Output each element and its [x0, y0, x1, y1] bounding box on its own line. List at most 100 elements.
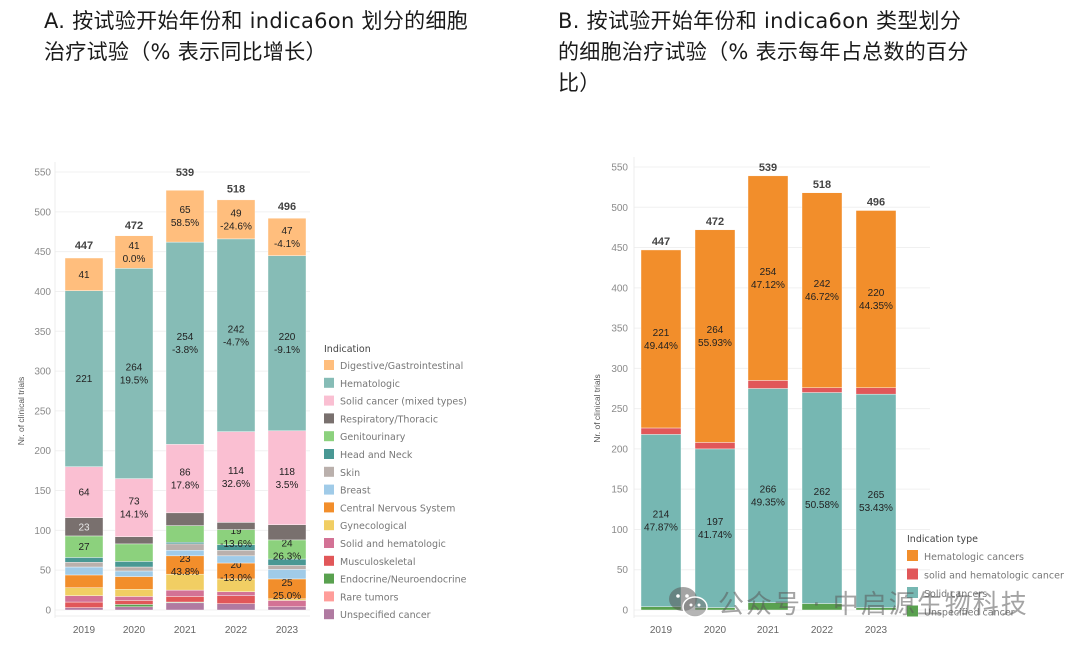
data-label: 47	[281, 226, 293, 237]
bar-segment	[64, 557, 104, 563]
chart-a-title: A. 按试验开始年份和 indica6on 划分的细胞治疗试验（% 表示同比增长…	[44, 9, 469, 64]
chart-b: 0 50 100 150 200 250 300 350 400 450 500 550 Nr. of …	[592, 157, 1064, 636]
bar-segment	[747, 380, 789, 389]
x-tick-label: 2021	[757, 625, 780, 636]
bar-segment	[801, 192, 843, 388]
total-label: 496	[867, 196, 885, 208]
bar-segment	[216, 522, 256, 530]
bar-segment	[216, 595, 256, 604]
y-tick-label: 500	[34, 207, 51, 218]
bar-segment	[267, 606, 307, 611]
bar-segment	[165, 525, 205, 543]
data-label: 58.5%	[171, 218, 199, 229]
legend-item: Central Nervous System	[340, 503, 455, 514]
y-tick-label: 50	[40, 566, 52, 577]
y-tick-label: 250	[611, 404, 628, 415]
legend-swatch	[907, 568, 918, 580]
bar-segment	[694, 229, 736, 443]
bar-segment	[165, 596, 205, 603]
total-label: 472	[706, 216, 724, 228]
data-label: 118	[279, 467, 295, 478]
data-label: 41.74%	[698, 530, 732, 541]
bar-segment	[640, 249, 682, 429]
y-tick-label: 200	[34, 446, 51, 457]
data-label: 221	[76, 374, 93, 385]
watermark-text: 公众号 · 中启源生物科技	[718, 590, 1029, 620]
bar-segment	[114, 589, 154, 597]
legend-item: Solid and hematologic	[340, 539, 446, 550]
data-label: 19	[230, 526, 242, 537]
data-label: 221	[653, 328, 670, 339]
bar-segment	[747, 388, 789, 603]
data-label: 19.5%	[120, 375, 148, 386]
data-label: 266	[760, 485, 777, 496]
y-tick-label: 50	[617, 565, 629, 576]
total-label: 472	[125, 220, 143, 232]
data-label: 49.35%	[751, 498, 785, 509]
bar-segment	[747, 175, 789, 381]
legend-swatch	[324, 520, 334, 531]
x-tick-label: 2022	[811, 625, 834, 636]
total-label: 496	[278, 201, 296, 213]
x-tick-label: 2020	[704, 625, 727, 636]
legend-item: Gynecological	[340, 521, 407, 532]
bar-segment	[114, 235, 154, 269]
bar-segment	[267, 569, 307, 580]
data-label: -13.6%	[220, 539, 252, 550]
bar-segment	[855, 210, 897, 388]
bar-segment	[114, 604, 154, 608]
legend-swatch	[324, 484, 334, 495]
data-label: 24	[281, 538, 293, 549]
y-tick-label: 400	[611, 283, 628, 294]
bar-segment	[216, 238, 256, 432]
bar-segment	[114, 543, 154, 562]
legend-item: Unspecified cancer	[924, 608, 1015, 619]
data-label: 17.8%	[171, 481, 199, 492]
data-label: -9.1%	[274, 345, 300, 356]
legend: Indication Digestive/Gastrointestinal Hema…	[324, 344, 467, 621]
bar-segment	[267, 524, 307, 541]
bar-segment	[64, 562, 104, 568]
legend-item: Respiratory/Thoracic	[340, 414, 438, 425]
legend-item: Digestive/Gastrointestinal	[340, 361, 463, 372]
data-label: -24.6%	[220, 221, 252, 232]
bar-segment	[114, 600, 154, 605]
data-label: 49.44%	[644, 341, 678, 352]
bar-segment	[114, 268, 154, 479]
bar-segment	[640, 434, 682, 607]
bar-segment	[694, 448, 736, 608]
bar-segment	[855, 387, 897, 395]
chart-b-title: B. 按试验开始年份和 indica6on 类型划分的细胞治疗试验（% 表示每年…	[558, 9, 969, 95]
y-tick-label: 450	[34, 247, 51, 258]
legend-swatch	[324, 466, 334, 477]
legend-item: Breast	[340, 486, 371, 497]
total-label: 447	[652, 236, 670, 248]
y-tick-label: 450	[611, 243, 628, 254]
y-tick-label: 350	[611, 324, 628, 335]
legend-swatch	[324, 377, 334, 388]
data-label: 55.93%	[698, 338, 732, 349]
data-label: -13.0%	[220, 573, 252, 584]
bar-segment	[165, 512, 205, 526]
y-tick-label: 300	[34, 367, 51, 378]
data-label: 254	[760, 267, 777, 278]
legend-title: Indication	[324, 344, 371, 355]
data-label: 32.6%	[222, 479, 250, 490]
y-tick-label: 400	[34, 287, 51, 298]
legend-swatch	[324, 591, 334, 602]
legend-title: Indication type	[907, 534, 978, 545]
legend-swatch	[907, 550, 918, 561]
y-tick-label: 300	[611, 364, 628, 375]
bar-segment	[114, 606, 154, 611]
bar-segment	[165, 241, 205, 445]
legend-swatch	[324, 573, 334, 584]
y-tick-label: 100	[34, 526, 51, 537]
data-label: 220	[868, 288, 885, 299]
legend-item: Genitourinary	[340, 432, 406, 443]
y-tick-label: 350	[34, 327, 51, 338]
bar-segment	[165, 589, 205, 597]
x-tick-label: 2019	[73, 625, 96, 636]
legend-swatch	[907, 605, 918, 617]
x-tick-label: 2022	[225, 625, 248, 636]
y-tick-label: 550	[611, 163, 628, 174]
